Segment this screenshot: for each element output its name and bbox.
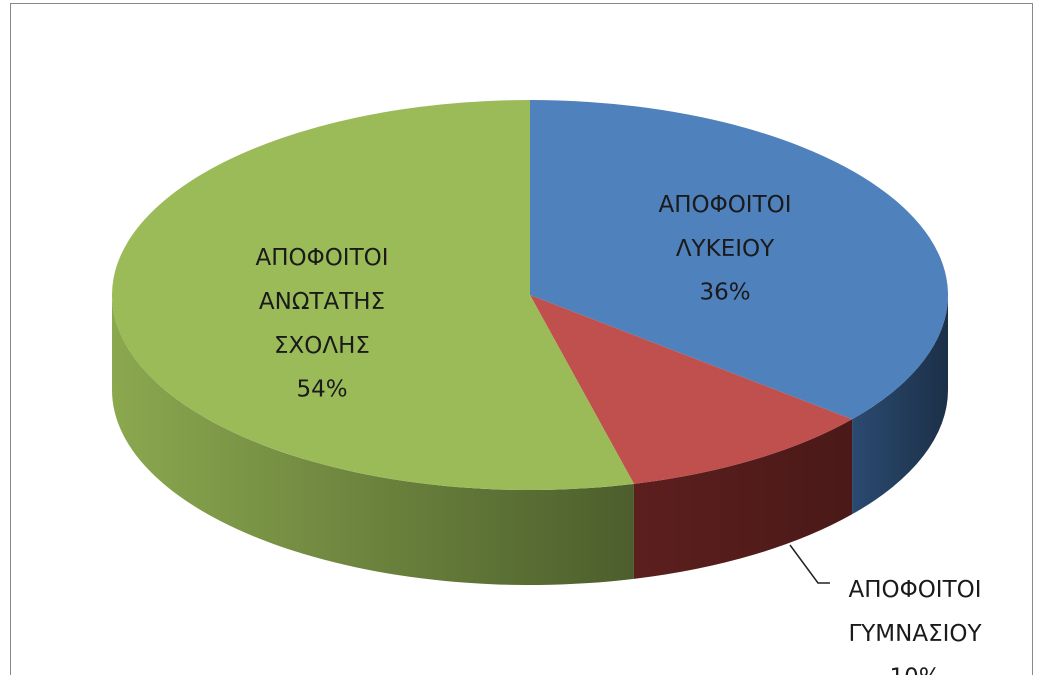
value-label: 54% bbox=[296, 377, 347, 403]
category-label: ΑΠΟΦΟΙΤΟΙ ΓΥΜΝΑΣΙΟΥ bbox=[848, 577, 982, 647]
slice bbox=[112, 100, 634, 490]
category-label: ΑΠΟΦΟΙΤΟΙ ΛΥΚΕΙΟΥ bbox=[658, 192, 791, 262]
slice bbox=[530, 295, 853, 484]
leader-line bbox=[789, 544, 830, 584]
slice bbox=[530, 100, 948, 420]
value-label: 10% bbox=[889, 665, 940, 675]
slice-side bbox=[852, 295, 948, 515]
slice-side bbox=[112, 295, 634, 585]
slice-side bbox=[633, 419, 853, 579]
category-label: ΑΠΟΦΟΙΤΟΙ ΑΝΩΤΑΤΗΣ ΣΧΟΛΗΣ bbox=[255, 245, 388, 359]
value-label: 36% bbox=[699, 280, 750, 306]
